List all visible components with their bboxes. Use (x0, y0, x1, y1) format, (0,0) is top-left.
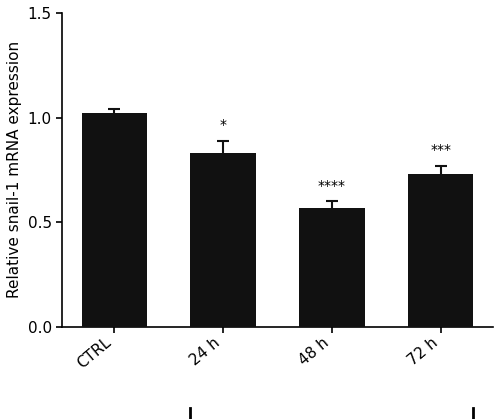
Bar (408, 174, 474, 327)
Bar (82, 114, 147, 327)
Bar (190, 153, 256, 327)
Y-axis label: Relative snail-1 mRNA expression: Relative snail-1 mRNA expression (7, 41, 22, 298)
Text: ****: **** (318, 179, 346, 193)
Text: ***: *** (430, 143, 452, 157)
Text: *: * (220, 118, 226, 132)
Bar (300, 207, 364, 327)
